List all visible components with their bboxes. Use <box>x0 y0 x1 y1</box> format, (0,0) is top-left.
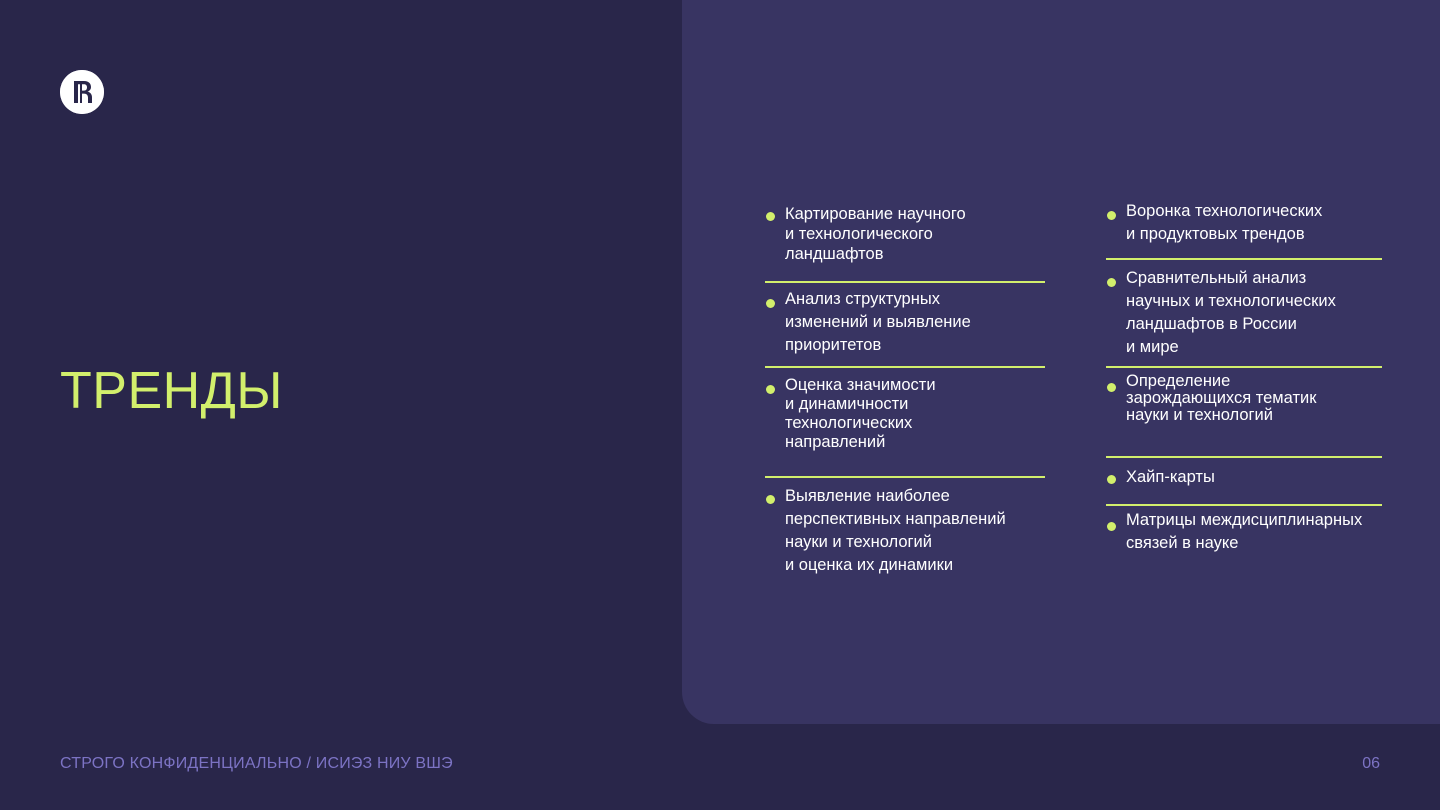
divider <box>765 476 1045 478</box>
bullet-icon <box>766 495 775 504</box>
bullet-icon <box>766 299 775 308</box>
bullet-icon <box>1107 522 1116 531</box>
bullet-icon <box>766 212 775 221</box>
hse-logo-icon <box>60 70 104 114</box>
page-number: 06 <box>1362 755 1380 772</box>
list-item-text: Оценка значимости и динамичности техноло… <box>785 376 936 451</box>
divider <box>765 281 1045 283</box>
divider <box>1106 504 1382 506</box>
list-item-text: Матрицы междисциплинарных связей в науке <box>1126 511 1363 552</box>
divider <box>765 366 1045 368</box>
content-panel <box>682 0 1440 724</box>
list-item-text: Выявление наиболее перспективных направл… <box>785 487 1006 574</box>
list-item-text: Определение зарождающихся тематик науки … <box>1126 372 1317 424</box>
divider <box>1106 366 1382 368</box>
list-item-text: Сравнительный анализ научных и технологи… <box>1126 269 1336 356</box>
list-item-text: Анализ структурных изменений и выявление… <box>785 290 971 354</box>
bullet-icon <box>1107 383 1116 392</box>
list-item-text: Хайп-карты <box>1126 468 1215 486</box>
bullet-icon <box>766 385 775 394</box>
list-item-text: Воронка технологических и продуктовых тр… <box>1126 202 1323 243</box>
bullet-icon <box>1107 475 1116 484</box>
divider <box>1106 456 1382 458</box>
divider <box>1106 258 1382 260</box>
bullet-icon <box>1107 278 1116 287</box>
list-item-text: Картирование научного и технологического… <box>785 205 966 263</box>
bullet-icon <box>1107 211 1116 220</box>
slide-title: ТРЕНДЫ <box>60 362 283 420</box>
footer-confidential: СТРОГО КОНФИДЕНЦИАЛЬНО / ИСИЭЗ НИУ ВШЭ <box>60 755 453 772</box>
